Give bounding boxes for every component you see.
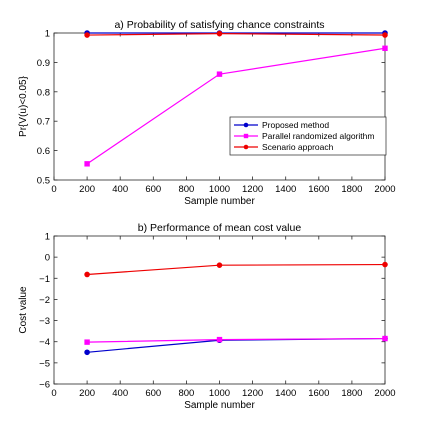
x-tick-label: 1000: [209, 184, 230, 195]
y-tick-label: 1: [45, 29, 50, 40]
x-tick-label: 400: [112, 184, 128, 195]
data-point: [216, 336, 223, 343]
y-tick-label: 0: [45, 253, 50, 264]
x-tick-label: 1000: [209, 388, 230, 399]
x-axis-label: Sample number: [184, 196, 255, 207]
x-tick-label: 800: [178, 184, 194, 195]
x-tick-label: 1200: [242, 184, 263, 195]
x-tick-label: 2000: [374, 388, 395, 399]
data-point: [84, 161, 90, 167]
x-axis-label: Sample number: [184, 400, 255, 411]
data-point: [216, 71, 223, 77]
x-tick-label: 600: [145, 184, 161, 195]
y-tick-label: −2: [39, 295, 50, 306]
x-tick-label: 800: [178, 388, 194, 399]
plot-frame: [53, 32, 386, 181]
y-tick-label: −4: [39, 337, 50, 348]
y-tick-label: 0.5: [37, 176, 50, 187]
y-tick-label: 1: [45, 232, 50, 243]
legend-label: Proposed method: [262, 120, 329, 130]
chart-title: a) Probability of satisfying chance cons…: [114, 19, 324, 31]
x-tick-label: 2000: [374, 184, 395, 195]
data-point: [84, 32, 90, 38]
y-tick-label: 0.6: [37, 146, 50, 157]
x-tick-label: 1200: [242, 388, 263, 399]
x-tick-label: 1400: [275, 388, 296, 399]
y-tick-label: −6: [39, 380, 50, 391]
y-tick-label: −1: [39, 274, 50, 285]
series-1: [84, 335, 388, 345]
x-tick-label: 200: [79, 388, 95, 399]
plot-frame: [53, 235, 386, 385]
data-point: [216, 262, 223, 268]
legend-marker: [243, 122, 249, 128]
series-1: [84, 45, 388, 167]
y-tick-label: 0.9: [37, 58, 50, 69]
data-point: [84, 271, 90, 278]
data-point: [84, 339, 90, 345]
x-tick-label: 0: [51, 184, 56, 195]
series-2: [84, 261, 388, 278]
data-point: [216, 30, 223, 37]
data-point: [84, 349, 90, 356]
data-point: [382, 45, 388, 51]
legend-marker: [243, 133, 249, 139]
x-tick-label: 200: [79, 184, 95, 195]
x-tick-label: 1600: [308, 184, 329, 195]
x-tick-label: 1600: [308, 388, 329, 399]
y-axis-label: Cost value: [18, 286, 29, 334]
x-tick-label: 400: [112, 388, 128, 399]
chart-a-probability: 0 200 400 600 800 1000 1200 1400 1600 1800 2000 0.5…: [18, 19, 396, 207]
y-axis-label: Pr{V(u)<0.05}: [18, 75, 29, 137]
x-tick-label: 600: [145, 388, 161, 399]
series-2: [84, 30, 388, 38]
data-point: [382, 32, 388, 38]
y-tick-label: 0.8: [37, 87, 50, 98]
data-point: [382, 261, 388, 268]
x-tick-label: 1800: [341, 388, 362, 399]
legend-marker: [243, 144, 249, 150]
x-tick-label: 1800: [341, 184, 362, 195]
y-tick-label: −3: [39, 316, 50, 327]
chart-title: b) Performance of mean cost value: [138, 222, 302, 234]
x-tick-label: 0: [51, 388, 56, 399]
data-point: [382, 335, 388, 342]
y-tick-label: −5: [39, 358, 50, 369]
x-tick-label: 1400: [275, 184, 296, 195]
chart-b-mean-cost: 0 200 400 600 800 1000 1200 1400 1600 1800 2000 −6 −…: [18, 222, 396, 411]
legend-label: Scenario approach: [262, 142, 334, 152]
legend-label: Parallel randomized algorithm: [262, 131, 374, 141]
y-tick-label: 0.7: [37, 117, 50, 128]
